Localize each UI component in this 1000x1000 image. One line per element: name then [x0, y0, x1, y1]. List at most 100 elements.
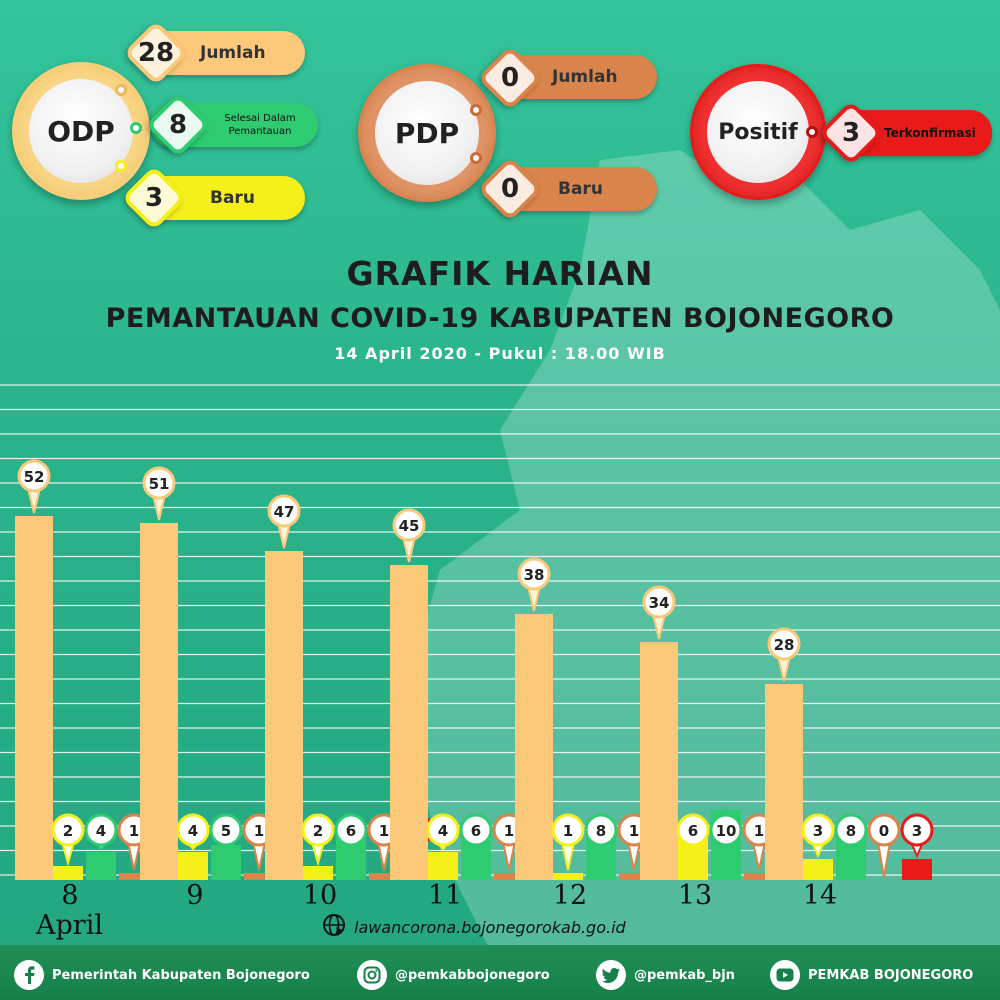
- x-tick-label-13: 13: [677, 880, 713, 911]
- callout-bubble-odp_total-8: [17, 459, 51, 493]
- callout-bubble-odp_total-13: [642, 585, 676, 619]
- pdp-connector-1: [470, 104, 482, 116]
- chart-subtitle: PEMANTAUAN COVID-19 KABUPATEN BOJONEGORO: [105, 303, 895, 334]
- twitter-text: @pemkab_bjn: [634, 967, 735, 983]
- callout-bubble-selesai-14: [834, 813, 868, 847]
- data-label-pdp-8: 1: [129, 822, 139, 840]
- website-link[interactable]: lawancorona.bojonegorokab.go.id: [322, 912, 626, 942]
- data-label-selesai-9: 5: [221, 822, 231, 840]
- bar-selesai-9: [211, 845, 241, 880]
- callout-bubble-selesai-9: [209, 813, 243, 847]
- chart-date: 14 April 2020 - Pukul : 18.00 WIB: [334, 344, 666, 363]
- odp-connector-2: [130, 122, 142, 134]
- positif-ring: Positif: [690, 64, 826, 200]
- data-label-odp_total-9: 51: [149, 475, 170, 493]
- bar-odp_total-10: [265, 551, 303, 880]
- callout-bubble-odp_baru-11: [426, 813, 460, 847]
- callout-bubble-odp_total-9: [142, 466, 176, 500]
- pdp-jumlah-label: Jumlah: [552, 67, 618, 87]
- odp-selesai-value: 8: [168, 110, 188, 140]
- x-tick-label-14: 14: [802, 880, 838, 911]
- youtube-icon: [770, 960, 800, 990]
- callout-bubble-odp_total-12: [517, 557, 551, 591]
- odp-connector-3: [115, 160, 127, 172]
- callout-bubble-odp_baru-10: [301, 813, 335, 847]
- bar-odp_baru-11: [428, 852, 458, 880]
- bar-pdp-12: [619, 873, 649, 880]
- data-label-pdp-14: 0: [879, 822, 889, 840]
- data-label-odp_baru-14: 3: [813, 822, 823, 840]
- data-label-pdp-11: 1: [504, 822, 514, 840]
- facebook-icon: [14, 960, 44, 990]
- data-label-odp_total-8: 52: [24, 468, 45, 486]
- bar-odp_total-12: [515, 614, 553, 880]
- x-tick-label-8: 8: [61, 880, 79, 911]
- bar-chart: 52241514514726114546138181346101283803: [0, 384, 1000, 880]
- callout-bubble-odp_baru-14: [801, 813, 835, 847]
- youtube-text: PEMKAB BOJONEGORO: [808, 967, 974, 983]
- odp-baru-label: Baru: [210, 188, 255, 208]
- callout-bubble-positif-14: [900, 813, 934, 847]
- data-label-pdp-9: 1: [254, 822, 264, 840]
- data-label-odp_total-13: 34: [649, 594, 670, 612]
- data-label-pdp-10: 1: [379, 822, 389, 840]
- youtube-link[interactable]: PEMKAB BOJONEGORO: [770, 960, 973, 990]
- odp-selesai-label-1: Selesai Dalam: [224, 113, 296, 124]
- bar-selesai-8: [86, 852, 116, 880]
- x-tick-label-12: 12: [552, 880, 588, 911]
- data-label-selesai-8: 4: [96, 822, 106, 840]
- data-label-selesai-14: 8: [846, 822, 856, 840]
- data-label-odp_baru-8: 2: [63, 822, 73, 840]
- bar-odp_total-9: [140, 523, 178, 880]
- callout-pointer-pdp-14: [876, 841, 892, 878]
- callout-bubble-odp_total-14: [767, 627, 801, 661]
- bar-odp_baru-8: [53, 866, 83, 880]
- bar-pdp-13: [744, 873, 774, 880]
- bar-odp_total-14: [765, 684, 803, 880]
- x-tick-label-10: 10: [302, 880, 338, 911]
- callout-bubble-selesai-12: [584, 813, 618, 847]
- bar-odp_baru-12: [553, 873, 583, 880]
- odp-jumlah-value: 28: [137, 38, 175, 68]
- bar-pdp-11: [494, 873, 524, 880]
- footer-bar: [0, 945, 1000, 1000]
- callout-bubble-odp_baru-8: [51, 813, 85, 847]
- callout-bubble-selesai-10: [334, 813, 368, 847]
- callout-bubble-odp_baru-9: [176, 813, 210, 847]
- x-tick-label-9: 9: [186, 880, 204, 911]
- data-label-pdp-12: 1: [629, 822, 639, 840]
- chart-title: GRAFIK HARIAN: [346, 254, 654, 293]
- data-label-odp_total-10: 47: [274, 503, 295, 521]
- callout-bubble-selesai-13: [709, 813, 743, 847]
- odp-ring: ODP: [12, 62, 150, 200]
- bar-odp_baru-10: [303, 866, 333, 880]
- instagram-icon: [357, 960, 387, 990]
- website-text: lawancorona.bojonegorokab.go.id: [354, 917, 626, 937]
- twitter-link[interactable]: @pemkab_bjn: [596, 960, 735, 990]
- callout-bubble-odp_baru-13: [676, 813, 710, 847]
- instagram-text: @pemkabbojonegoro: [395, 967, 550, 983]
- callout-bubble-odp_baru-12: [551, 813, 585, 847]
- odp-jumlah-label: Jumlah: [200, 43, 266, 63]
- bar-odp_total-11: [390, 565, 428, 880]
- data-label-positif-14: 3: [912, 822, 922, 840]
- data-label-odp_baru-9: 4: [188, 822, 198, 840]
- callout-bubble-pdp-14: [867, 813, 901, 847]
- data-label-odp_baru-10: 2: [313, 822, 323, 840]
- data-label-selesai-12: 8: [596, 822, 606, 840]
- callout-bubble-selesai-11: [459, 813, 493, 847]
- data-label-selesai-13: 10: [716, 822, 737, 840]
- bar-pdp-10: [369, 873, 399, 880]
- pdp-baru-value: 0: [500, 174, 520, 204]
- bar-pdp-9: [244, 873, 274, 880]
- callout-bubble-odp_total-10: [267, 494, 301, 528]
- pdp-jumlah-value: 0: [500, 63, 520, 93]
- data-label-selesai-10: 6: [346, 822, 356, 840]
- bar-odp_total-13: [640, 642, 678, 880]
- instagram-link[interactable]: @pemkabbojonegoro: [357, 960, 550, 990]
- facebook-link[interactable]: Pemerintah Kabupaten Bojonegoro: [14, 960, 310, 990]
- pdp-title: PDP: [375, 81, 479, 185]
- data-label-pdp-13: 1: [754, 822, 764, 840]
- pdp-baru-label: Baru: [558, 179, 603, 199]
- x-tick-label-11: 11: [427, 880, 463, 911]
